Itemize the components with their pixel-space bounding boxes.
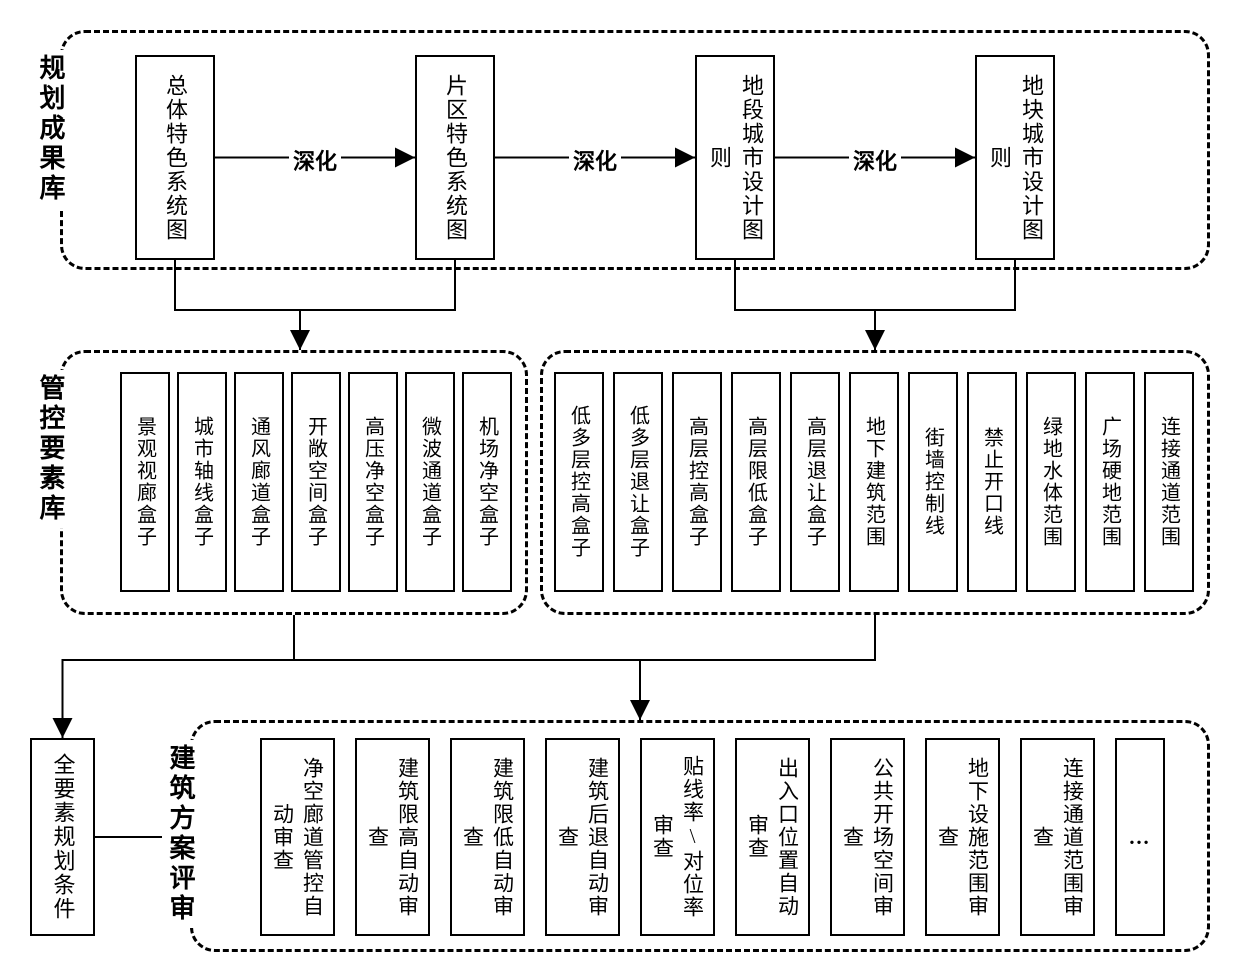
mid-left-3: 开敞空间盒子	[291, 372, 341, 592]
top-node-0: 总体特色系统图	[135, 55, 215, 260]
bottom-node-5: 出入口位置自动审查	[735, 738, 810, 936]
mid-left-5: 微波通道盒子	[405, 372, 455, 592]
mid-right-4: 高层退让盒子	[790, 372, 840, 592]
bottom-node-7: 地下设施范围审查	[925, 738, 1000, 936]
bottom-node-4: 贴线率\对位率审查	[640, 738, 715, 936]
mid-right-6: 街墙控制线	[908, 372, 958, 592]
top-node-1: 片区特色系统图	[415, 55, 495, 260]
section-label-s2a: 管控要素库	[32, 370, 69, 528]
mid-right-9: 广场硬地范围	[1085, 372, 1135, 592]
flowchart-diagram: 规划成果库管控要素库建筑方案评审 总体特色系统图 片区特色系统图 地段城市设计图则 地块…	[20, 20, 1220, 960]
mid-right-1: 低多层退让盒子	[613, 372, 663, 592]
bottom-node-3: 建筑后退自动审查	[545, 738, 620, 936]
edge-label-deepen-0: 深化	[289, 144, 341, 176]
bottom-node-0: 净空廊道管控自动审查	[260, 738, 335, 936]
top-node-3: 地块城市设计图则	[975, 55, 1055, 260]
mid-right-10: 连接通道范围	[1144, 372, 1194, 592]
mid-right-5: 地下建筑范围	[849, 372, 899, 592]
mid-left-4: 高压净空盒子	[348, 372, 398, 592]
section-label-s3: 建筑方案评审	[162, 740, 199, 928]
mid-right-3: 高层限低盒子	[731, 372, 781, 592]
edge-label-deepen-1: 深化	[569, 144, 621, 176]
bottom-node-6: 公共开场空间审查	[830, 738, 905, 936]
mid-right-7: 禁止开口线	[967, 372, 1017, 592]
mid-right-8: 绿地水体范围	[1026, 372, 1076, 592]
mid-left-1: 城市轴线盒子	[177, 372, 227, 592]
section-label-s1: 规划成果库	[32, 50, 69, 208]
top-node-2: 地段城市设计图则	[695, 55, 775, 260]
edge-label-deepen-2: 深化	[849, 144, 901, 176]
mid-left-6: 机场净空盒子	[462, 372, 512, 592]
bottom-node-8: 连接通道范围审查	[1020, 738, 1095, 936]
bottom-left-node: 全要素规划条件	[30, 738, 95, 936]
bottom-node-9: …	[1115, 738, 1165, 936]
mid-right-0: 低多层控高盒子	[554, 372, 604, 592]
bottom-node-2: 建筑限低自动审查	[450, 738, 525, 936]
bottom-node-1: 建筑限高自动审查	[355, 738, 430, 936]
mid-right-2: 高层控高盒子	[672, 372, 722, 592]
mid-left-0: 景观视廊盒子	[120, 372, 170, 592]
mid-left-2: 通风廊道盒子	[234, 372, 284, 592]
